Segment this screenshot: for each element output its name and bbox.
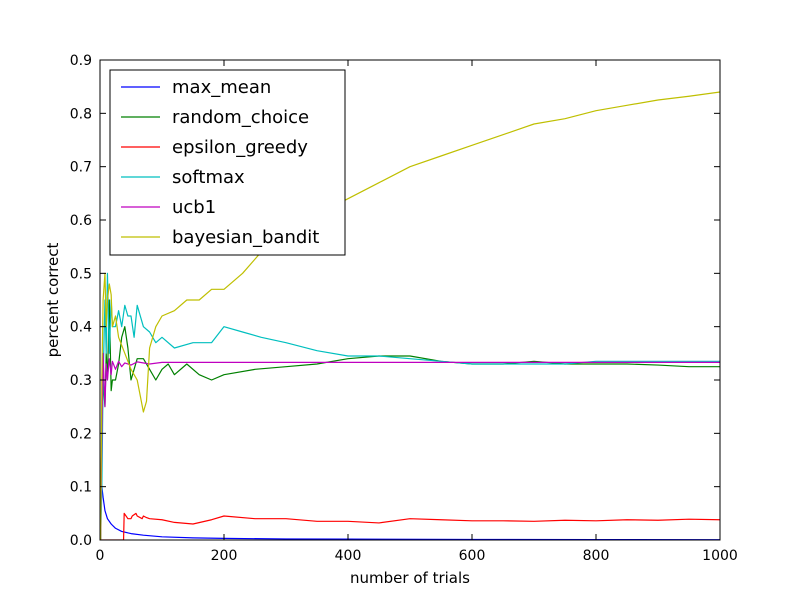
legend-label-max-mean: max_mean	[172, 77, 271, 98]
series-line-epsilon-greedy	[100, 512, 720, 540]
x-tick-label: 800	[583, 548, 610, 564]
legend: max_mean random_choice epsilon_greedysoftm…	[109, 69, 346, 256]
x-tick-label: 400	[335, 548, 362, 564]
legend-label-ucb1: ucb1	[172, 197, 216, 218]
ticks-layer: 0 200 400 600 800 1000 0.0 0.1 0.2 0.3 0.4 0.5 0.6 0.…	[70, 53, 738, 564]
legend-label-epsilon-greedy: epsilon_greedy	[172, 137, 308, 158]
y-tick-label: 0.8	[70, 106, 92, 122]
y-tick-label: 0.2	[70, 426, 92, 442]
x-tick-label: 1000	[702, 548, 738, 564]
series-layer	[100, 91, 720, 540]
y-tick-label: 0.1	[70, 480, 92, 496]
x-tick-label: 600	[459, 548, 486, 564]
x-axis-title: number of trials	[350, 569, 470, 587]
y-tick-label: 0.9	[70, 53, 92, 69]
y-tick-label: 0.3	[70, 373, 92, 389]
series-line-ucb1	[100, 352, 720, 540]
y-axis-title: percent correct	[44, 243, 62, 358]
legend-frame	[109, 69, 346, 256]
legend-label-softmax: softmax	[172, 167, 245, 188]
x-tick-label: 0	[96, 548, 105, 564]
legend-label-random-choice: random_choice	[172, 107, 309, 128]
axes-frame	[99, 59, 721, 541]
y-tick-label: 0.6	[70, 213, 92, 229]
x-tick-label: 200	[211, 548, 238, 564]
legend-label-bayesian-bandit: bayesian_bandit	[172, 227, 319, 248]
legend-items: max_mean random_choice epsilon_greedysoftm…	[121, 77, 319, 248]
series-line-softmax	[100, 272, 720, 540]
y-tick-label: 0.0	[70, 533, 92, 549]
y-tick-label: 0.5	[70, 266, 92, 282]
series-line-max-mean	[100, 475, 720, 540]
y-tick-label: 0.7	[70, 160, 92, 176]
series-line-bayesian-bandit	[100, 91, 720, 540]
y-tick-label: 0.4	[70, 320, 92, 336]
plot-area	[99, 59, 721, 541]
